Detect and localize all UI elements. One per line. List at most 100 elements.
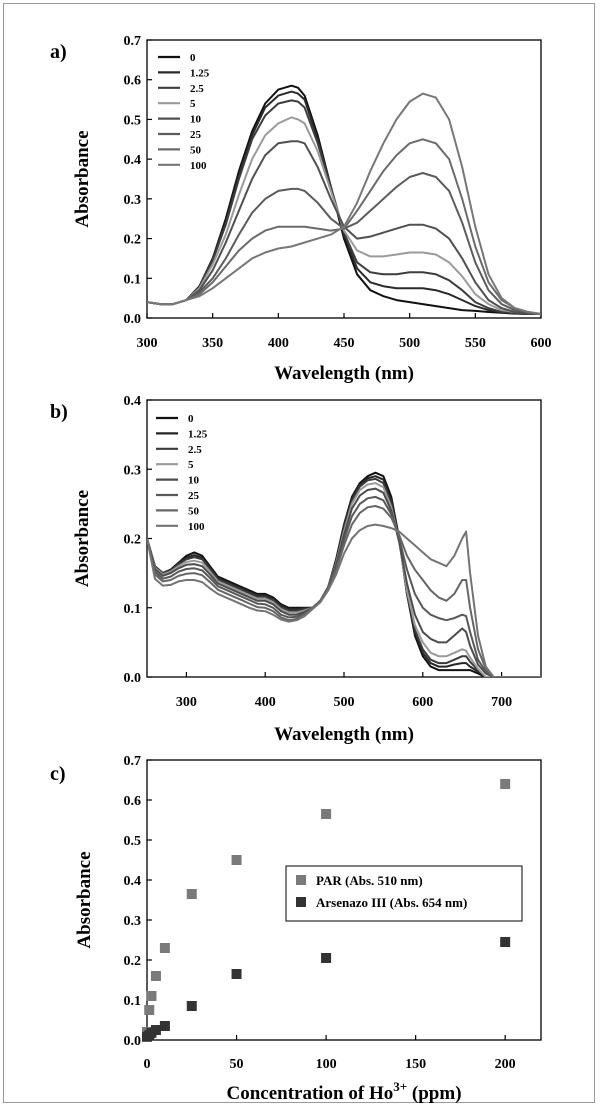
x-tick-label: 100 <box>316 1057 337 1072</box>
data-point <box>500 937 511 947</box>
x-tick-label: 600 <box>531 336 552 351</box>
legend-label: 10 <box>188 475 200 487</box>
data-point <box>321 953 332 963</box>
x-tick-label: 200 <box>495 1057 516 1072</box>
y-tick-label: 0.2 <box>124 954 142 969</box>
panel-label: a) <box>50 41 67 63</box>
legend-label: 100 <box>190 160 207 172</box>
y-tick-label: 0.4 <box>124 153 142 168</box>
y-tick-label: 0.1 <box>124 272 142 287</box>
panel-label: c) <box>50 763 66 785</box>
data-point <box>321 809 332 819</box>
figure-frame <box>3 3 595 1103</box>
legend-box <box>285 865 523 922</box>
data-point <box>146 991 157 1001</box>
series-group <box>147 471 541 677</box>
legend-label: 25 <box>190 129 202 141</box>
legend-label: 50 <box>188 505 200 517</box>
legend-label: 2.5 <box>190 83 204 95</box>
x-axis-label: Wavelength (nm) <box>274 363 414 384</box>
legend-label: 5 <box>188 459 194 471</box>
x-tick-label: 400 <box>255 695 276 710</box>
legend-label: 10 <box>190 114 202 126</box>
data-point <box>150 1025 161 1035</box>
x-tick-label: 400 <box>268 336 289 351</box>
data-point <box>231 855 242 865</box>
x-axis-label: Concentration of Ho3+ (ppm) <box>226 1079 461 1104</box>
x-axis-label-superscript: 3+ <box>393 1079 407 1094</box>
y-tick-label: 0.2 <box>124 533 142 548</box>
series-line-10 <box>147 487 541 677</box>
y-tick-label: 0.2 <box>124 233 142 248</box>
series-line-25 <box>147 495 541 677</box>
y-tick-label: 0.5 <box>124 113 142 128</box>
x-tick-label: 700 <box>491 695 512 710</box>
plot-area <box>146 759 542 1041</box>
series-group <box>142 779 511 1042</box>
y-tick-label: 0.0 <box>124 671 142 686</box>
data-point <box>150 971 161 981</box>
y-tick-label: 0.3 <box>124 914 142 929</box>
y-tick-label: 0.0 <box>124 312 142 327</box>
chart-panel-3: c) 0.0 0.1 0.2 0.3 0.4 0.5 0.6 0.7 0 50 100 150 200 Ab… <box>50 754 542 1104</box>
x-tick-label: 150 <box>405 1057 426 1072</box>
x-tick-label: 450 <box>334 336 355 351</box>
y-tick-label: 0.6 <box>124 794 142 809</box>
legend-label: 1.25 <box>190 67 210 79</box>
y-axis-label: Absorbance <box>74 851 95 948</box>
y-tick-label: 0.7 <box>124 754 142 769</box>
data-point <box>500 779 511 789</box>
series-line-50 <box>147 505 541 677</box>
series-group <box>147 84 541 315</box>
legend-label: 2.5 <box>188 444 202 456</box>
legend: PAR (Abs. 510 nm) Arsenazo III (Abs. 654 … <box>285 865 523 922</box>
panel-label: b) <box>50 401 68 423</box>
legend-label: 50 <box>190 144 202 156</box>
legend-marker <box>296 875 306 885</box>
y-tick-label: 0.1 <box>124 994 142 1009</box>
legend: 0 1.25 2.5 5 10 25 50 100 <box>158 52 210 172</box>
x-tick-label: 300 <box>176 695 197 710</box>
x-tick-label: 300 <box>137 336 158 351</box>
series-line-10 <box>147 140 541 315</box>
y-tick-label: 0.3 <box>124 193 142 208</box>
legend-label: 0 <box>188 413 194 425</box>
y-tick-label: 0.4 <box>124 874 142 889</box>
series-line-25 <box>147 172 541 315</box>
x-tick-label: 350 <box>202 336 223 351</box>
legend-label: 1.25 <box>188 428 208 440</box>
x-tick-label: 500 <box>399 336 420 351</box>
legend-label: Arsenazo III (Abs. 654 nm) <box>316 895 467 910</box>
legend-label: 5 <box>190 98 196 110</box>
x-axis-label: Wavelength (nm) <box>274 724 414 745</box>
data-point <box>159 943 170 953</box>
series-line-5 <box>147 482 541 677</box>
data-point <box>186 889 197 899</box>
y-tick-label: 0.4 <box>124 394 142 409</box>
legend-label: 25 <box>188 490 200 502</box>
legend-marker <box>296 897 306 907</box>
y-tick-label: 0.0 <box>124 1034 142 1049</box>
x-tick-label: 500 <box>334 695 355 710</box>
legend-label: 0 <box>190 52 196 64</box>
y-tick-label: 0.7 <box>124 34 142 49</box>
x-axis-label-suffix: (ppm) <box>407 1083 461 1104</box>
y-axis-label: Absorbance <box>72 130 93 227</box>
series-line-1.25 <box>147 475 541 677</box>
series-line-100 <box>147 92 541 315</box>
y-tick-label: 0.1 <box>124 602 142 617</box>
data-point <box>186 1001 197 1011</box>
x-tick-label: 600 <box>412 695 433 710</box>
legend: 0 1.25 2.5 5 10 25 50 100 <box>156 413 208 533</box>
y-tick-label: 0.3 <box>124 463 142 478</box>
legend-label: 100 <box>188 521 205 533</box>
y-axis-label: Absorbance <box>72 490 93 587</box>
data-point <box>231 969 242 979</box>
y-tick-label: 0.6 <box>124 74 142 89</box>
y-tick-label: 0.5 <box>124 834 142 849</box>
x-tick-label: 550 <box>465 336 486 351</box>
data-point <box>144 1005 155 1015</box>
